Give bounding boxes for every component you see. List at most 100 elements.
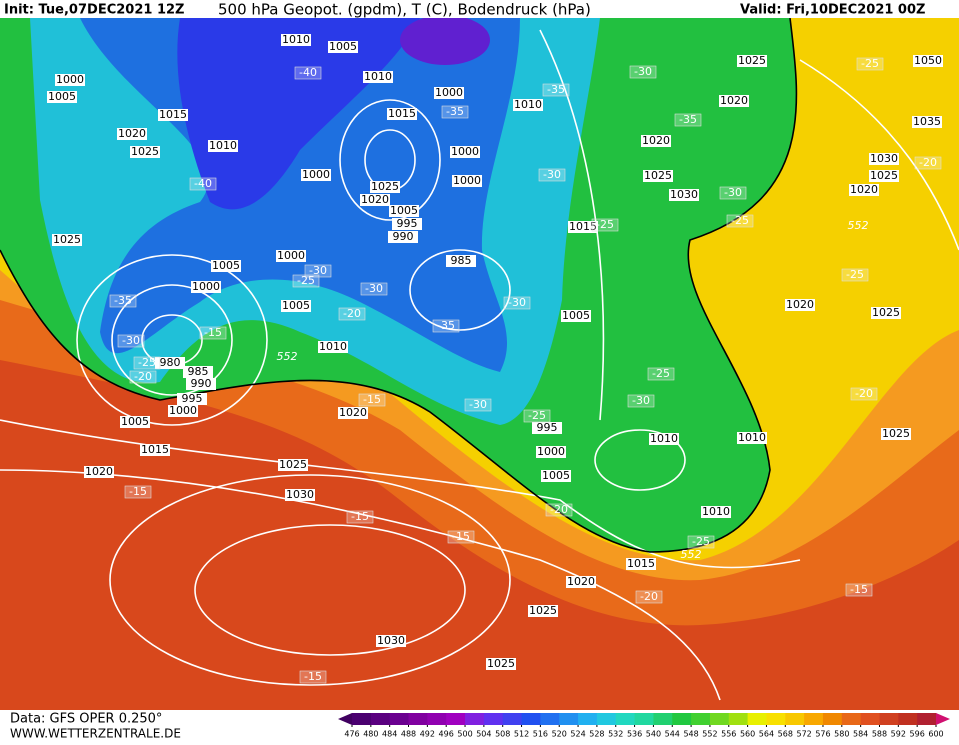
colorbar-bin xyxy=(596,713,617,725)
colorbar-bin xyxy=(615,713,636,725)
colorbar-tick-label: 596 xyxy=(910,730,925,739)
geopotential-label: 552 xyxy=(681,548,702,561)
isobar-label: 1020 xyxy=(118,127,146,140)
isobar-label: 995 xyxy=(397,217,418,230)
isobar-label-box xyxy=(183,366,213,378)
isobar-label-box xyxy=(701,506,731,518)
temperature-label-box xyxy=(629,65,657,79)
isobar-label: 1025 xyxy=(644,169,672,182)
isobar-label-box xyxy=(626,558,656,570)
colorbar-bin xyxy=(465,713,485,725)
colorbar-tick-label: 528 xyxy=(589,730,604,739)
isobar-label: 1000 xyxy=(277,249,305,262)
isobar-label-box xyxy=(281,34,311,46)
temperature-label: -25 xyxy=(652,367,670,380)
colorbar-bin xyxy=(898,713,918,725)
map-title: 500 hPa Geopot. (gpdm), T (C), Bodendruc… xyxy=(218,1,591,19)
temperature-label-box xyxy=(124,485,152,499)
isobar-label-box xyxy=(285,489,315,501)
isobar-label: 1000 xyxy=(56,73,84,86)
temperature-label-box xyxy=(545,503,573,517)
isobar-label: 985 xyxy=(451,254,472,267)
valid-time: Valid: Fri,10DEC2021 00Z xyxy=(740,3,925,18)
isobar-label: 1000 xyxy=(453,174,481,187)
temperature-label: -30 xyxy=(543,168,561,181)
isobar-label: 1020 xyxy=(642,134,670,147)
temperature-label: -20 xyxy=(134,370,152,383)
colorbar-bin xyxy=(917,713,937,725)
isobar-label: 1030 xyxy=(870,152,898,165)
colorbar: 476 480 484 488 492 496 500 504 508 512 516 520 524 5… xyxy=(338,713,950,739)
colorbar-tick-label: 600 xyxy=(928,730,943,739)
isobar-label-box xyxy=(434,87,464,99)
temperature-label: -30 xyxy=(309,264,327,277)
isobar-label-box xyxy=(566,576,596,588)
isobar-label-box xyxy=(168,405,198,417)
isobar-label-box xyxy=(338,407,368,419)
isobar-label: 1005 xyxy=(542,469,570,482)
isobar-label-box xyxy=(117,128,147,140)
isobar-label-box xyxy=(561,310,591,322)
temperature-label: -25 xyxy=(528,409,546,422)
isobar-label-box xyxy=(643,170,673,182)
colorbar-tick-label: 568 xyxy=(778,730,793,739)
colorbar-bin xyxy=(389,713,410,725)
temperature-label-box xyxy=(294,66,322,80)
isobar-label: 1010 xyxy=(738,431,766,444)
temperature-label: -15 xyxy=(129,485,147,498)
isobar-label: 1035 xyxy=(913,115,941,128)
colorbar-tick-label: 588 xyxy=(872,730,887,739)
isobar-label: 1020 xyxy=(85,465,113,478)
colorbar-bin xyxy=(672,713,692,725)
temperature-label-box xyxy=(338,307,366,321)
isobar-label-box xyxy=(387,108,417,120)
isobar-label: 1025 xyxy=(870,169,898,182)
isobar-label: 1010 xyxy=(282,33,310,46)
site: WWW.WETTERZENTRALE.DE xyxy=(10,727,181,741)
init-time: Init: Tue,07DEC2021 12Z xyxy=(4,3,184,18)
colorbar-tick-label: 488 xyxy=(401,730,416,739)
temperature-label: -35 xyxy=(547,83,565,96)
isobar-label: 1025 xyxy=(53,233,81,246)
temperature-label: -15 xyxy=(204,326,222,339)
isobar-label-box xyxy=(360,194,390,206)
colorbar-tick-label: 576 xyxy=(815,730,830,739)
colorbar-bin xyxy=(427,713,447,725)
colorbar-tick-label: 544 xyxy=(665,730,680,739)
552-contour xyxy=(0,17,798,553)
isobar-label-box xyxy=(486,658,516,670)
colorbar-bin xyxy=(446,713,466,725)
temperature-label: -30 xyxy=(508,296,526,309)
isobar-label: 1025 xyxy=(872,306,900,319)
colorbar-bin xyxy=(559,713,579,725)
isobar-label-box xyxy=(446,255,476,267)
isobar-label-box xyxy=(52,234,82,246)
isobar-label: 1025 xyxy=(738,54,766,67)
temperature-label-box xyxy=(117,334,145,348)
colorbar-tick-label: 500 xyxy=(457,730,472,739)
temperature-label-box xyxy=(447,530,475,544)
isobar-label-box xyxy=(211,260,241,272)
isobar-label: 1015 xyxy=(388,107,416,120)
colorbar-tick-label: 548 xyxy=(683,730,698,739)
temperature-label-box xyxy=(635,590,663,604)
temperature-label: -15 xyxy=(850,583,868,596)
temperature-label: -35 xyxy=(679,113,697,126)
colorbar-bin xyxy=(352,713,372,725)
temperature-label: -35 xyxy=(437,319,455,332)
isobar-label: 1000 xyxy=(192,280,220,293)
temperature-label: -40 xyxy=(299,66,317,79)
isobar-label: 1000 xyxy=(169,404,197,417)
temperature-label: -35 xyxy=(446,105,464,118)
isobar-label-box xyxy=(276,250,306,262)
temperature-label-box xyxy=(358,393,386,407)
temperature-label-box xyxy=(627,394,655,408)
isobar-label-box xyxy=(278,459,308,471)
isobar-label: 1025 xyxy=(279,458,307,471)
colorbar-tick-label: 560 xyxy=(740,730,755,739)
isobar-label: 1025 xyxy=(882,427,910,440)
isobar-label-box xyxy=(450,146,480,158)
temperature-label-box xyxy=(360,282,388,296)
